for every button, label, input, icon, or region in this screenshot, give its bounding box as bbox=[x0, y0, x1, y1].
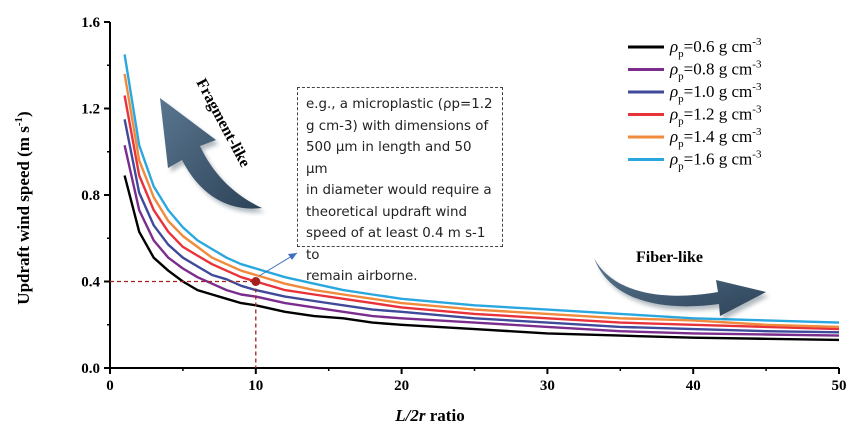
x-tick-label: 50 bbox=[832, 378, 847, 394]
legend: ρp=0.6 g cm-3ρp=0.8 g cm-3ρp=1.0 g cm-3ρ… bbox=[628, 36, 762, 173]
y-tick-label: 0.0 bbox=[81, 361, 100, 377]
series-line bbox=[123, 73, 840, 329]
x-tick-label: 40 bbox=[686, 378, 701, 394]
annotation-line: e.g., a microplastic (ρp=1.2 bbox=[306, 97, 493, 112]
annotation-line: g cm-3) with dimensions of bbox=[306, 118, 489, 134]
legend-label: ρp=1.0 g cm-3 bbox=[669, 81, 762, 105]
series-line bbox=[123, 145, 840, 337]
legend-label: ρp=0.6 g cm-3 bbox=[669, 36, 762, 60]
series-line bbox=[123, 95, 840, 331]
series-line bbox=[123, 175, 840, 342]
series-line bbox=[123, 119, 840, 334]
annotation-line: speed of at least 0.4 m s-1 to bbox=[306, 226, 486, 263]
highlight-point bbox=[251, 277, 261, 286]
x-axis-title: L/2r ratio bbox=[394, 406, 464, 425]
y-tick-label: 1.6 bbox=[81, 15, 100, 31]
x-tick-label: 10 bbox=[248, 378, 263, 394]
x-tick-label: 0 bbox=[106, 378, 114, 394]
highlight-guides bbox=[110, 277, 261, 368]
legend-label: ρp=0.8 g cm-3 bbox=[669, 59, 762, 83]
y-tick-label: 1.2 bbox=[81, 102, 100, 118]
annotation-connector-arrowhead bbox=[288, 253, 297, 260]
annotation-line: remain airborne. bbox=[306, 269, 418, 284]
legend-label: ρp=1.6 g cm-3 bbox=[669, 149, 762, 173]
y-axis-title: Updraft wind speed (m s-1) bbox=[13, 111, 33, 304]
annotation-box: e.g., a microplastic (ρp=1.2 g cm-3) with… bbox=[297, 87, 503, 284]
annotation-line: theoretical updraft wind bbox=[306, 204, 467, 220]
y-tick-label: 0.8 bbox=[81, 188, 100, 204]
x-tick-label: 30 bbox=[540, 378, 555, 394]
legend-label: ρp=1.2 g cm-3 bbox=[669, 104, 762, 128]
y-tick-label: 0.4 bbox=[81, 275, 100, 291]
fiber-like-label: Fiber-like bbox=[636, 249, 703, 266]
series-lines bbox=[123, 54, 840, 342]
series-line bbox=[123, 54, 840, 324]
fragment-arrow bbox=[160, 98, 265, 213]
legend-label: ρp=1.4 g cm-3 bbox=[669, 126, 762, 150]
annotation-line: 500 μm in length and 50 μm bbox=[306, 140, 472, 177]
axes: 0.0 0.4 0.8 1.2 1.6 0 10 20 30 40 50 bbox=[81, 15, 846, 394]
annotation-line: in diameter would require a bbox=[306, 183, 492, 198]
fiber-arrow bbox=[594, 258, 769, 320]
x-tick-label: 20 bbox=[394, 378, 409, 394]
